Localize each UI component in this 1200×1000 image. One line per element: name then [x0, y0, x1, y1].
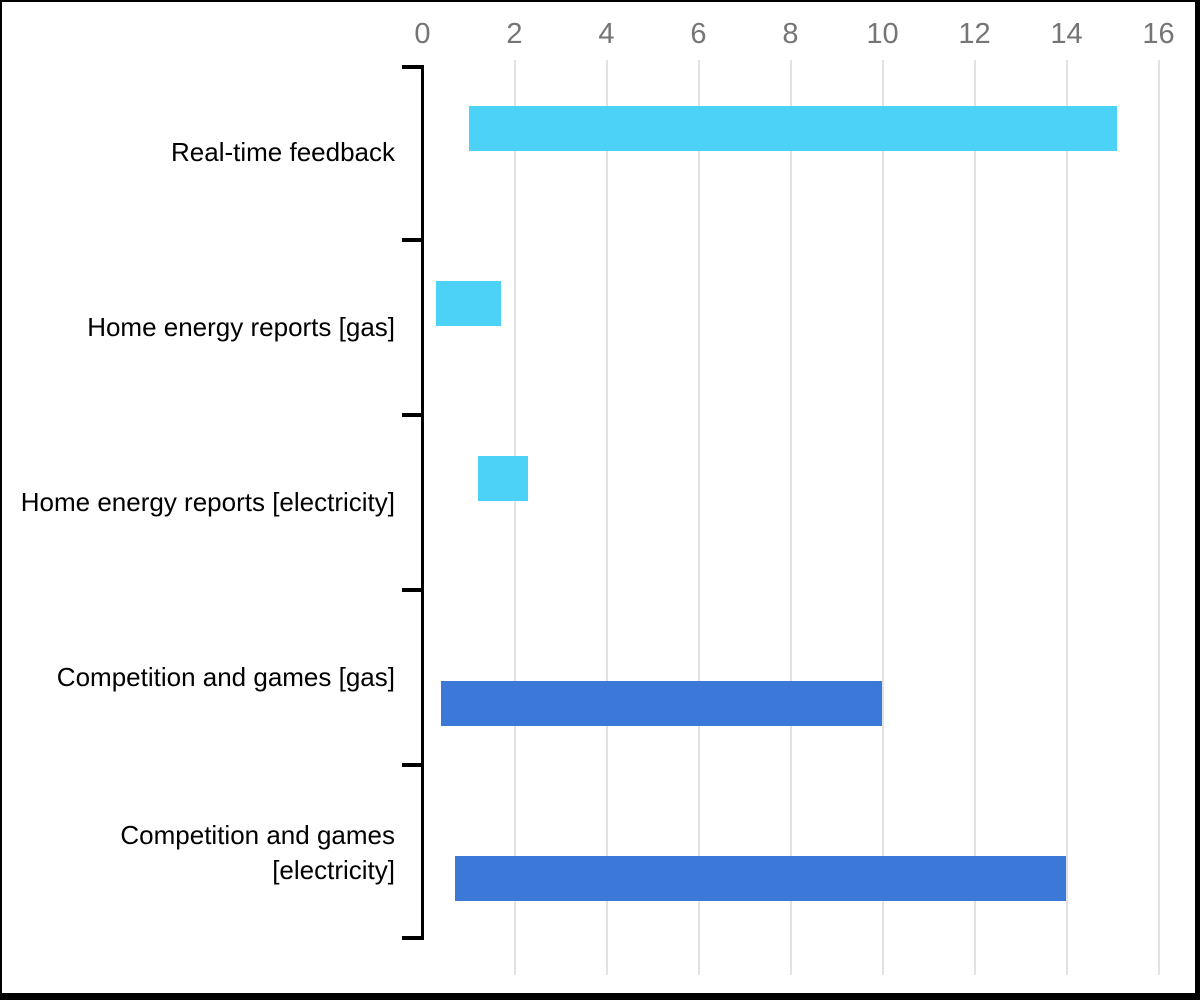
y-axis-tick	[402, 763, 424, 767]
x-tick-label: 4	[598, 18, 615, 50]
range-bar	[468, 106, 1118, 151]
y-axis-line	[421, 65, 424, 940]
category-label: Home energy reports [gas]	[87, 312, 395, 343]
y-axis-tick	[402, 238, 424, 242]
gridline	[605, 60, 608, 975]
x-tick-label: 2	[506, 18, 523, 50]
y-axis-tick	[402, 413, 424, 417]
gridline	[973, 60, 976, 975]
gridline	[697, 60, 700, 975]
y-axis-tick	[402, 588, 424, 592]
gridline	[513, 60, 516, 975]
range-bar	[477, 456, 529, 501]
gridline	[789, 60, 792, 975]
x-tick-label: 12	[958, 18, 991, 50]
x-tick-label: 14	[1050, 18, 1083, 50]
range-bar	[440, 681, 883, 726]
gridline	[1157, 60, 1160, 975]
x-tick-label: 16	[1142, 18, 1175, 50]
gridline	[881, 60, 884, 975]
x-tick-label: 10	[866, 18, 899, 50]
y-axis-tick	[402, 65, 424, 69]
y-axis-tick	[402, 936, 424, 940]
category-label: Competition and games [electricity]	[120, 820, 395, 885]
category-label: Competition and games [gas]	[56, 662, 395, 693]
range-bar	[454, 856, 1067, 901]
category-label: Real-time feedback	[171, 137, 395, 168]
gridline	[1065, 60, 1068, 975]
category-label: Home energy reports [electricity]	[20, 487, 395, 518]
x-tick-label: 8	[782, 18, 799, 50]
range-bar	[436, 281, 501, 326]
x-tick-label: 6	[690, 18, 707, 50]
x-tick-label: 0	[414, 18, 431, 50]
